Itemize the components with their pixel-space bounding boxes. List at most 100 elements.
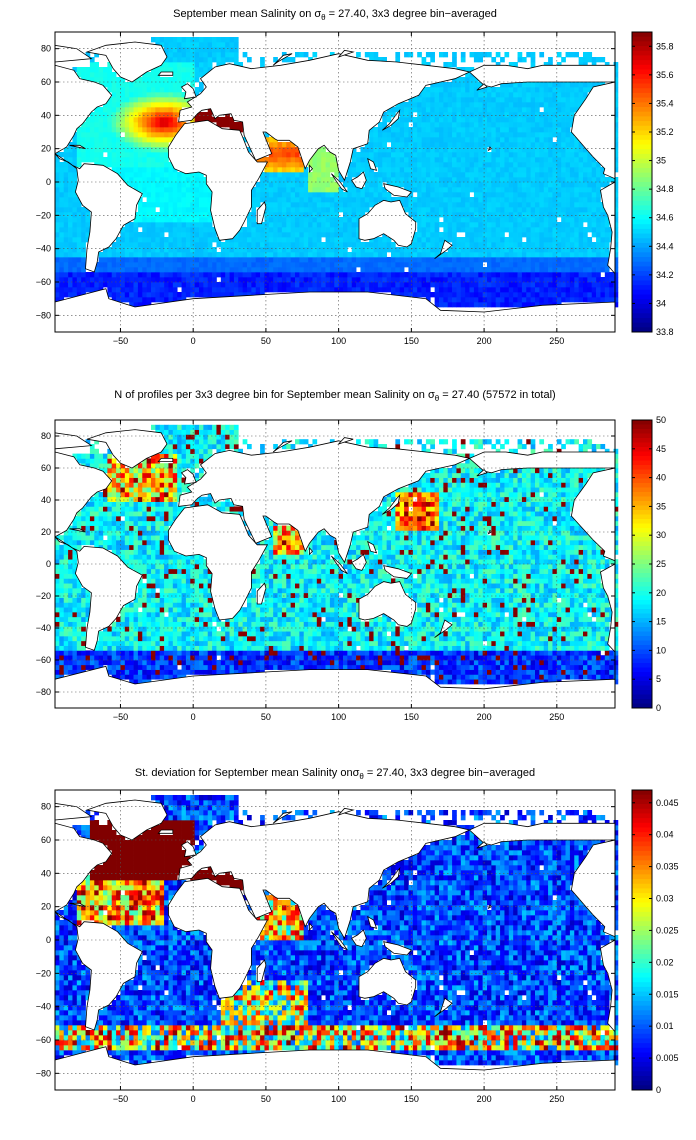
heatmap-cell (526, 247, 531, 253)
heatmap-cell (146, 92, 152, 98)
heatmap-cell (185, 102, 191, 108)
heatmap-cell (513, 252, 518, 258)
heatmap-cell (452, 52, 457, 58)
heatmap-cell (290, 182, 296, 188)
heatmap-cell (68, 287, 73, 293)
heatmap-cell (343, 227, 348, 233)
heatmap-cell (517, 82, 523, 88)
heatmap-cell (321, 182, 326, 188)
heatmap-cell (504, 147, 510, 153)
heatmap-cell (72, 535, 78, 541)
heatmap-cell (325, 287, 331, 293)
heatmap-cell (59, 237, 65, 243)
heatmap-cell (356, 202, 361, 208)
heatmap-cell (124, 247, 130, 253)
heatmap-cell (395, 137, 401, 143)
heatmap-cell (89, 496, 95, 502)
heatmap-cell (295, 257, 300, 263)
heatmap-cell (404, 137, 409, 143)
heatmap-cell (94, 67, 99, 73)
heatmap-cell (548, 297, 553, 303)
heatmap-cell (452, 137, 457, 143)
heatmap-cell (460, 92, 466, 98)
heatmap-cell (587, 82, 593, 88)
heatmap-cell (421, 222, 427, 228)
heatmap-cell (124, 122, 130, 128)
heatmap-cell (460, 197, 466, 203)
heatmap-cell (508, 227, 514, 233)
heatmap-cell (190, 197, 195, 203)
heatmap-cell (408, 107, 414, 113)
heatmap-cell (565, 142, 571, 148)
heatmap-cell (103, 162, 108, 168)
heatmap-cell (469, 67, 475, 73)
heatmap-cell (495, 152, 501, 158)
heatmap-cell (216, 252, 222, 258)
heatmap-cell (155, 77, 161, 83)
y-tick-label: −20 (36, 210, 51, 220)
heatmap-cell (207, 212, 213, 218)
heatmap-cell (308, 197, 313, 203)
heatmap-cell (539, 202, 545, 208)
heatmap-cell (316, 282, 322, 288)
heatmap-cell (321, 282, 326, 288)
heatmap-cell (473, 207, 479, 213)
heatmap-cell (495, 272, 501, 278)
heatmap-cell (443, 107, 449, 113)
heatmap-cell (146, 187, 152, 193)
heatmap-cell (552, 207, 558, 213)
heatmap-cell (124, 117, 130, 123)
heatmap-cell (517, 92, 523, 98)
heatmap-cell (277, 282, 283, 288)
heatmap-cell (55, 631, 60, 637)
heatmap-cell (155, 142, 161, 148)
heatmap-cell (478, 167, 483, 173)
heatmap-cell (539, 207, 545, 213)
heatmap-cell (364, 247, 370, 253)
heatmap-cell (373, 247, 379, 253)
heatmap-cell (94, 152, 99, 158)
heatmap-cell (207, 252, 213, 258)
heatmap-cell (137, 122, 143, 128)
heatmap-cell (68, 187, 73, 193)
heatmap-cell (543, 297, 549, 303)
heatmap-cell (247, 277, 252, 283)
heatmap-cell (81, 272, 86, 278)
heatmap-cell (613, 227, 619, 233)
heatmap-cell (63, 197, 69, 203)
heatmap-cell (364, 157, 370, 163)
heatmap-cell (382, 237, 387, 243)
heatmap-cell (177, 172, 182, 178)
heatmap-cell (574, 187, 579, 193)
heatmap-cell (548, 122, 553, 128)
heatmap-cell (447, 277, 453, 283)
heatmap-cell (98, 458, 104, 464)
heatmap-cell (98, 525, 104, 531)
heatmap-cell (356, 212, 361, 218)
heatmap-cell (111, 252, 117, 258)
heatmap-cell (321, 172, 326, 178)
heatmap-cell (395, 107, 401, 113)
heatmap-cell (382, 112, 387, 118)
heatmap-cell (591, 247, 597, 253)
heatmap-cell (190, 52, 195, 58)
heatmap-cell (68, 197, 73, 203)
heatmap-cell (273, 152, 278, 158)
heatmap-cell (491, 97, 497, 103)
heatmap-cell (59, 616, 65, 622)
heatmap-cell (561, 57, 566, 63)
heatmap-cell (172, 122, 178, 128)
heatmap-cell (190, 212, 195, 218)
heatmap-cell (395, 292, 401, 298)
heatmap-cell (369, 197, 374, 203)
heatmap-cell (329, 237, 335, 243)
heatmap-cell (59, 626, 65, 632)
heatmap-cell (456, 257, 462, 263)
heatmap-cell (373, 127, 379, 133)
heatmap-cell (111, 97, 117, 103)
heatmap-cell (504, 197, 510, 203)
heatmap-cell (98, 162, 104, 168)
heatmap-cell (364, 177, 370, 183)
heatmap-cell (587, 152, 593, 158)
heatmap-cell (295, 182, 300, 188)
